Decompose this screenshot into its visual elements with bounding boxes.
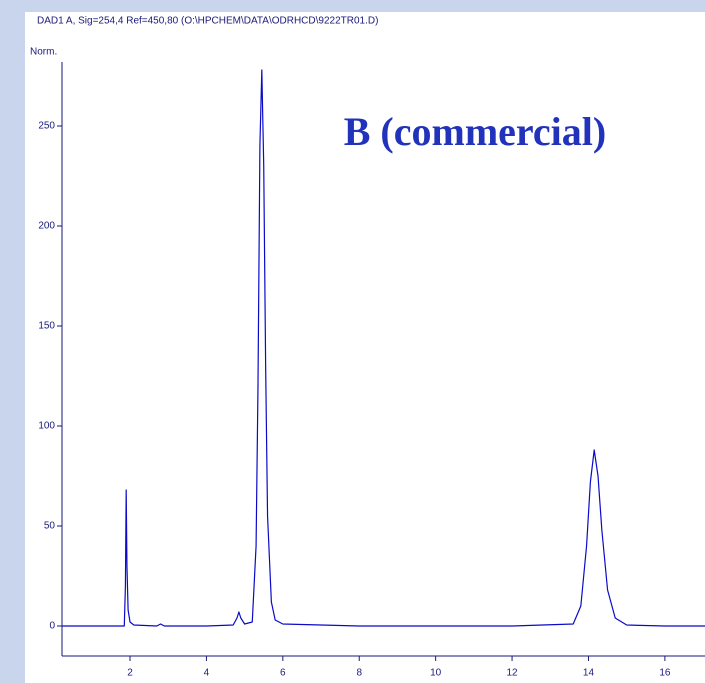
x-tick-label: 8: [356, 668, 362, 679]
y-tick-label: 0: [49, 621, 55, 632]
signal-line: [62, 69, 705, 627]
x-tick-label: 12: [506, 668, 518, 679]
y-tick-label: 150: [38, 321, 55, 332]
y-tick-label: 200: [38, 221, 55, 232]
chart-title: DAD1 A, Sig=254,4 Ref=450,80 (O:\HPCHEM\…: [37, 16, 378, 27]
x-tick-label: 14: [583, 668, 595, 679]
y-tick-label: 50: [44, 521, 56, 532]
x-tick-label: 2: [127, 668, 133, 679]
annotation: B (commercial): [344, 109, 606, 154]
y-tick-label: 100: [38, 421, 55, 432]
plot-background: [25, 12, 705, 683]
x-tick-label: 4: [204, 668, 210, 679]
x-tick-label: 6: [280, 668, 286, 679]
x-tick-label: 16: [659, 668, 671, 679]
y-axis-label: Norm.: [30, 47, 57, 58]
y-tick-label: 250: [38, 121, 55, 132]
x-tick-label: 10: [430, 668, 442, 679]
